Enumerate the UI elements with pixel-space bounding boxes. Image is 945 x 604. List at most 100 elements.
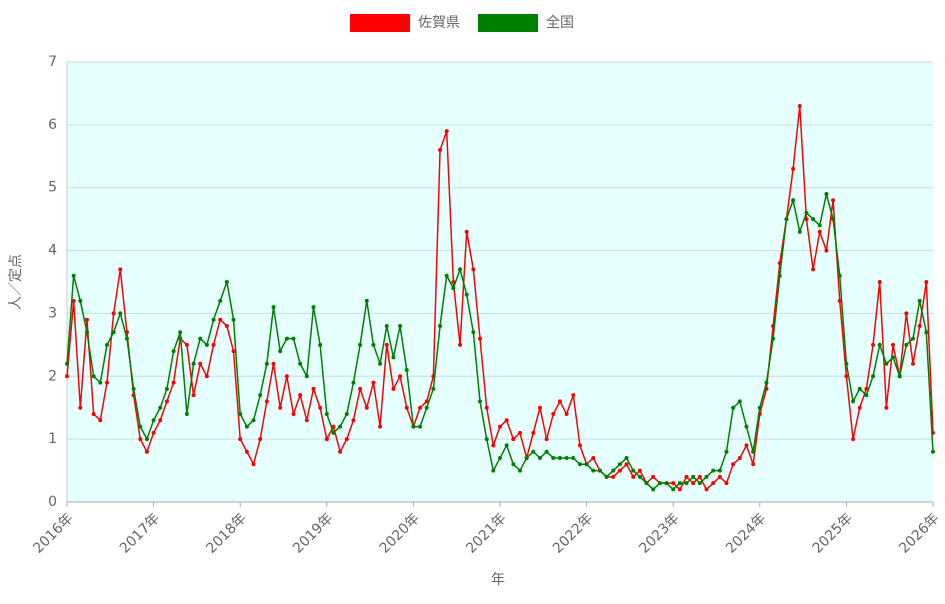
data-point — [204, 342, 209, 347]
data-point — [851, 399, 856, 404]
data-point — [278, 349, 283, 354]
data-point — [731, 405, 736, 410]
data-point — [424, 399, 429, 404]
data-point — [584, 462, 589, 467]
data-point — [717, 468, 722, 473]
data-point — [224, 280, 229, 284]
data-point — [118, 267, 123, 272]
data-point — [291, 412, 296, 416]
data-point — [897, 374, 902, 379]
data-point — [231, 317, 236, 322]
data-point — [804, 217, 809, 222]
x-tick-label: 2016年 — [30, 510, 76, 556]
data-point — [644, 481, 649, 486]
data-point — [358, 386, 363, 391]
data-point — [591, 456, 596, 460]
data-point — [857, 386, 862, 391]
data-point — [544, 449, 549, 454]
data-point — [251, 462, 256, 467]
data-point — [298, 361, 303, 366]
data-point — [78, 298, 83, 303]
data-point — [697, 481, 702, 486]
data-point — [258, 437, 263, 442]
data-point — [671, 487, 676, 492]
data-point — [118, 311, 123, 316]
data-point — [571, 456, 576, 460]
data-point — [338, 449, 343, 454]
data-point — [924, 330, 929, 335]
data-point — [831, 217, 836, 222]
data-point — [504, 443, 509, 448]
data-point — [124, 336, 129, 341]
data-point — [444, 129, 449, 134]
data-point — [517, 468, 522, 473]
data-point — [931, 449, 935, 454]
data-point — [78, 405, 83, 410]
data-point — [238, 437, 243, 442]
data-point — [291, 336, 296, 341]
data-point — [571, 393, 576, 398]
data-point — [498, 424, 502, 429]
data-point — [791, 166, 796, 171]
data-point — [611, 474, 616, 479]
data-point — [551, 456, 556, 460]
data-point — [624, 456, 629, 460]
x-tick-label: 2024年 — [723, 510, 769, 556]
data-point — [431, 386, 436, 391]
data-point — [404, 368, 409, 372]
data-point — [617, 462, 622, 467]
data-point — [711, 481, 716, 486]
data-point — [857, 405, 862, 410]
data-point — [331, 430, 336, 435]
data-point — [617, 468, 622, 473]
data-point — [604, 474, 609, 479]
x-tick-label: 2020年 — [377, 510, 423, 556]
data-point — [811, 217, 816, 222]
data-point — [478, 399, 483, 404]
y-tick-label: 4 — [48, 243, 57, 259]
data-point — [384, 342, 389, 347]
data-point — [817, 229, 822, 234]
data-point — [91, 374, 96, 379]
data-point — [544, 437, 549, 442]
data-point — [737, 399, 742, 404]
data-point — [637, 468, 642, 473]
data-point — [711, 468, 716, 473]
data-point — [331, 424, 336, 429]
data-point — [184, 342, 189, 347]
data-point — [224, 324, 229, 328]
y-tick-label: 0 — [48, 494, 57, 510]
data-point — [751, 449, 756, 454]
data-point — [804, 210, 809, 215]
data-point — [891, 355, 896, 360]
data-point — [184, 412, 189, 416]
data-point — [344, 412, 349, 416]
data-point — [171, 380, 176, 385]
data-point — [537, 405, 542, 410]
data-point — [624, 462, 629, 467]
data-point — [318, 342, 323, 347]
data-point — [91, 412, 96, 416]
data-point — [537, 456, 542, 460]
data-point — [924, 280, 929, 284]
data-point — [98, 380, 103, 385]
data-point — [557, 399, 562, 404]
data-point — [391, 355, 396, 360]
data-point — [311, 305, 316, 310]
data-point — [704, 474, 709, 479]
data-point — [398, 324, 403, 328]
data-point — [358, 342, 363, 347]
data-point — [104, 380, 109, 385]
data-point — [651, 474, 656, 479]
data-point — [144, 437, 149, 442]
data-point — [677, 487, 682, 492]
data-point — [498, 456, 502, 460]
data-point — [517, 430, 522, 435]
data-point — [904, 342, 909, 347]
x-tick-label: 2017年 — [117, 510, 163, 556]
data-point — [631, 468, 636, 473]
data-point — [404, 405, 409, 410]
data-point — [817, 223, 822, 228]
data-point — [271, 361, 276, 366]
